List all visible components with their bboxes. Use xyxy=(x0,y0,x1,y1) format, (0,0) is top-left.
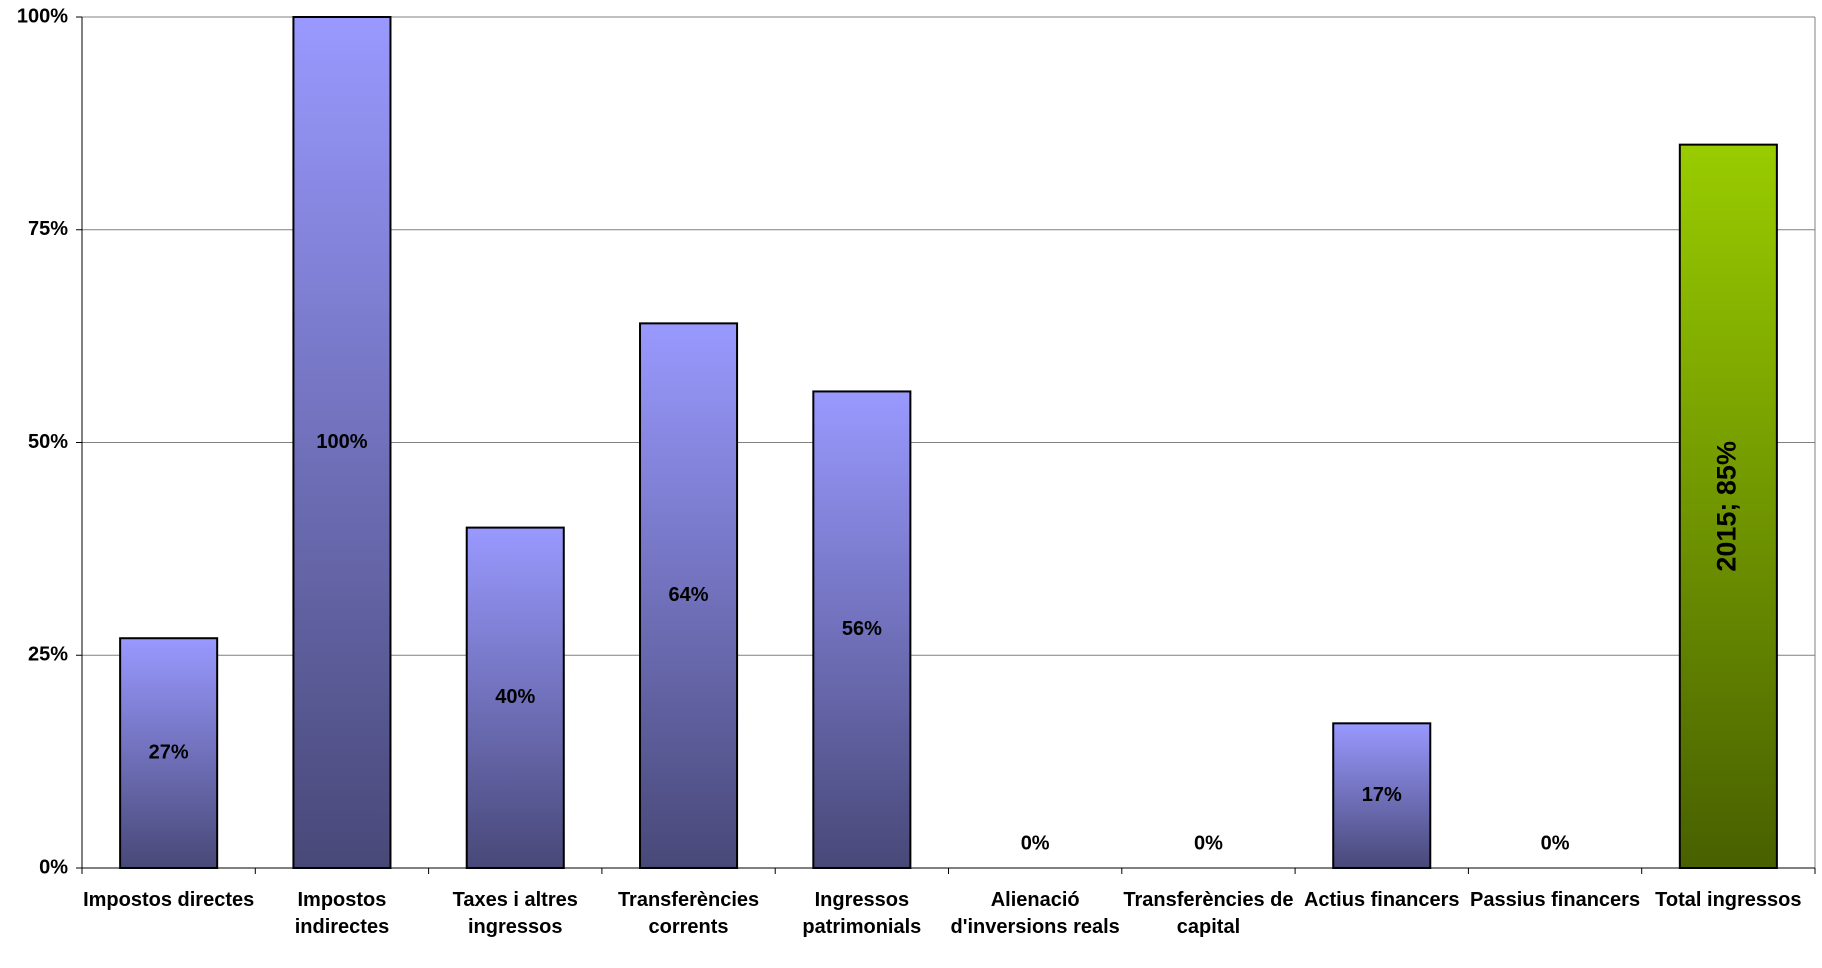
bar xyxy=(1678,143,1778,869)
data-label: 0% xyxy=(1021,832,1050,854)
bar xyxy=(119,637,219,869)
data-label: 17% xyxy=(1362,784,1402,806)
data-label: 40% xyxy=(495,686,535,708)
data-label: 0% xyxy=(1541,832,1570,854)
bar xyxy=(639,322,739,869)
x-tick-label: Transferències corrents xyxy=(617,889,760,938)
y-tick-label: 0% xyxy=(39,856,68,878)
data-label: 0% xyxy=(1194,832,1223,854)
x-tick-label: Ingressos patrimonials xyxy=(802,889,922,938)
data-label: 2015; 85% xyxy=(1711,441,1741,572)
bar xyxy=(292,16,392,869)
x-tick-label: Alienació d'inversions reals xyxy=(950,889,1120,938)
bar xyxy=(1332,722,1432,870)
data-label: 56% xyxy=(842,618,882,640)
x-tick-label: Actius financers xyxy=(1303,889,1460,911)
bar xyxy=(812,390,912,869)
data-label: 100% xyxy=(316,431,367,453)
x-tick-label: Transferències de capital xyxy=(1123,889,1294,938)
x-tick-label: Taxes i altres ingressos xyxy=(452,889,578,938)
bar xyxy=(465,526,565,869)
data-label: 27% xyxy=(149,741,189,763)
y-tick-label: 100% xyxy=(17,5,68,27)
y-tick-label: 75% xyxy=(28,218,68,240)
x-tick-label: Total ingressos xyxy=(1655,889,1802,911)
x-tick-label: Passius financers xyxy=(1469,889,1641,911)
y-tick-label: 25% xyxy=(28,644,68,666)
data-label: 64% xyxy=(669,584,709,606)
y-tick-label: 50% xyxy=(28,431,68,453)
x-tick-label: Impostos directes xyxy=(83,889,255,911)
x-tick-label: Impostos indirectes xyxy=(294,889,390,938)
